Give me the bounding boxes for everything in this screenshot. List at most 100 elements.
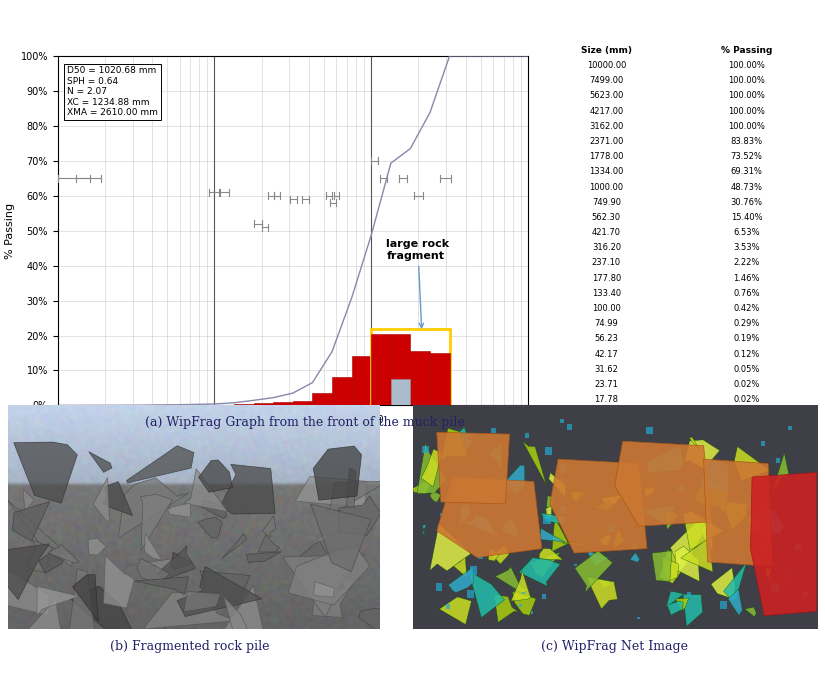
Polygon shape (453, 556, 467, 577)
Bar (332, 377, 351, 405)
Bar (410, 351, 430, 405)
Text: 749.90: 749.90 (592, 198, 621, 207)
Polygon shape (724, 562, 747, 601)
Text: 83.83%: 83.83% (731, 137, 762, 146)
Polygon shape (157, 546, 196, 579)
Polygon shape (595, 501, 613, 511)
Bar (776, 459, 780, 463)
Polygon shape (184, 468, 228, 512)
Text: 100.00%: 100.00% (728, 122, 765, 131)
Polygon shape (56, 553, 74, 566)
Polygon shape (68, 569, 96, 644)
Polygon shape (728, 589, 742, 615)
Polygon shape (451, 427, 474, 456)
Text: 0.19%: 0.19% (733, 334, 760, 343)
Polygon shape (314, 582, 334, 598)
Polygon shape (575, 551, 613, 593)
Bar (559, 464, 567, 473)
Polygon shape (664, 510, 679, 530)
Polygon shape (12, 501, 50, 541)
Text: 4217.00: 4217.00 (589, 107, 624, 115)
Text: 0.02%: 0.02% (733, 395, 760, 404)
Polygon shape (683, 594, 703, 626)
Polygon shape (430, 490, 441, 502)
Bar (788, 426, 792, 431)
Polygon shape (512, 591, 536, 615)
Bar (803, 591, 808, 597)
Text: 133.40: 133.40 (592, 289, 621, 298)
Bar (391, 334, 410, 405)
Polygon shape (37, 586, 79, 616)
Polygon shape (745, 607, 757, 617)
Polygon shape (103, 482, 133, 516)
Polygon shape (630, 553, 639, 562)
Polygon shape (336, 554, 365, 593)
Polygon shape (530, 552, 560, 578)
Polygon shape (488, 549, 499, 561)
Polygon shape (0, 544, 50, 600)
Bar (608, 524, 615, 531)
Polygon shape (549, 473, 565, 497)
Polygon shape (144, 592, 236, 629)
Text: 7499.00: 7499.00 (589, 76, 624, 85)
Polygon shape (783, 568, 794, 582)
Text: 237.10: 237.10 (592, 259, 621, 268)
Polygon shape (751, 473, 817, 616)
Text: 316.20: 316.20 (592, 243, 621, 252)
Polygon shape (540, 549, 563, 560)
Polygon shape (488, 445, 502, 468)
Bar (478, 466, 480, 468)
Text: Size (mm): Size (mm) (581, 46, 632, 55)
Text: 0.05%: 0.05% (733, 365, 760, 374)
Polygon shape (288, 547, 370, 605)
Polygon shape (163, 625, 179, 653)
Polygon shape (328, 482, 384, 516)
Polygon shape (588, 551, 609, 565)
Text: 10000.00: 10000.00 (587, 61, 626, 70)
Polygon shape (773, 453, 789, 489)
Text: 100.00%: 100.00% (728, 107, 765, 115)
Polygon shape (545, 504, 552, 518)
Bar (765, 544, 771, 552)
Bar (436, 584, 442, 591)
Bar (545, 447, 553, 454)
Polygon shape (436, 432, 510, 504)
Polygon shape (552, 517, 568, 552)
Bar (469, 434, 472, 438)
Bar (761, 441, 765, 446)
Bar (560, 419, 564, 424)
Text: 0.29%: 0.29% (733, 319, 760, 329)
Polygon shape (126, 446, 194, 483)
Polygon shape (441, 428, 467, 461)
Text: 0.76%: 0.76% (733, 289, 760, 298)
Polygon shape (23, 489, 34, 511)
Bar (519, 604, 521, 607)
Polygon shape (511, 570, 530, 601)
Bar (481, 595, 483, 598)
Polygon shape (262, 516, 276, 538)
Polygon shape (722, 501, 748, 529)
Text: 3.53%: 3.53% (733, 243, 760, 252)
Bar (410, 351, 430, 405)
Polygon shape (612, 524, 625, 549)
Polygon shape (310, 504, 371, 572)
Bar (313, 393, 332, 405)
Polygon shape (495, 567, 526, 593)
Polygon shape (601, 495, 625, 510)
Bar (559, 505, 566, 513)
Text: 100.00: 100.00 (592, 304, 620, 313)
Polygon shape (201, 500, 226, 519)
Text: 1778.00: 1778.00 (589, 152, 624, 161)
Polygon shape (563, 542, 583, 546)
Polygon shape (571, 491, 585, 501)
Polygon shape (540, 528, 565, 542)
Polygon shape (685, 440, 719, 469)
Text: 42.17: 42.17 (595, 350, 618, 359)
Polygon shape (662, 556, 678, 581)
Text: 17.78: 17.78 (594, 395, 619, 404)
Text: 100.00%: 100.00% (728, 76, 765, 85)
Bar (771, 584, 779, 593)
Bar (799, 558, 801, 560)
Polygon shape (689, 437, 700, 450)
Polygon shape (171, 553, 192, 570)
